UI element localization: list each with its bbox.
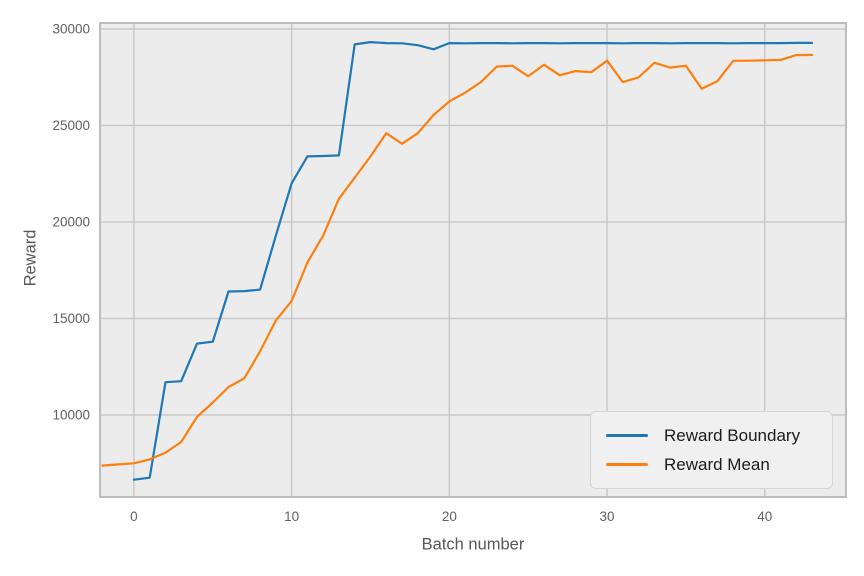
y-tick-label: 25000 — [52, 118, 90, 133]
plot-border — [99, 22, 847, 498]
legend-item-reward-mean: Reward Mean — [591, 450, 832, 479]
x-tick-label: 10 — [284, 509, 299, 524]
y-tick-label: 15000 — [52, 311, 90, 326]
x-tick-label: 0 — [130, 509, 138, 524]
legend: Reward Boundary Reward Mean — [590, 411, 833, 489]
x-tick-label: 30 — [600, 509, 615, 524]
y-tick-label: 20000 — [52, 215, 90, 230]
y-tick-label: 10000 — [52, 408, 90, 423]
x-tick-label: 20 — [442, 509, 457, 524]
y-tick-label: 30000 — [52, 22, 90, 37]
y-axis-label: Reward — [21, 229, 40, 287]
legend-label: Reward Mean — [664, 454, 770, 474]
series-line-reward-boundary — [132, 40, 814, 481]
legend-line-swatch-orange — [606, 463, 648, 466]
legend-item-reward-boundary: Reward Boundary — [591, 421, 832, 450]
legend-line-swatch-blue — [606, 434, 648, 437]
x-axis-label: Batch number — [421, 535, 525, 554]
legend-label: Reward Boundary — [664, 425, 801, 445]
series-line-reward-mean — [101, 53, 814, 467]
x-tick-label: 40 — [757, 509, 772, 524]
